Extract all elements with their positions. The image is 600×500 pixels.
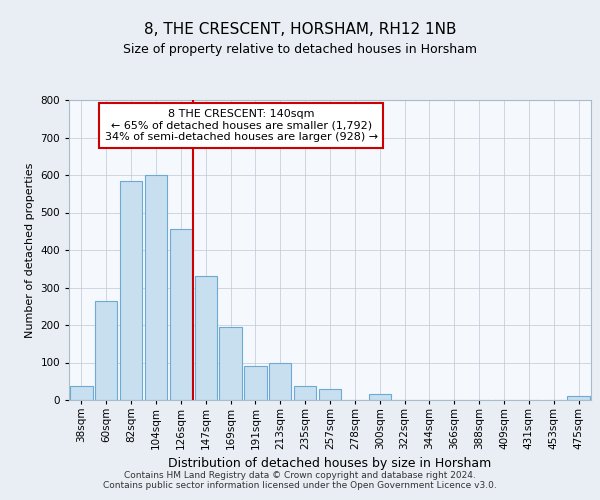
Bar <box>170 230 192 400</box>
Bar <box>95 300 118 400</box>
Text: 8, THE CRESCENT, HORSHAM, RH12 1NB: 8, THE CRESCENT, HORSHAM, RH12 1NB <box>144 22 456 38</box>
Bar <box>269 362 292 400</box>
Bar <box>368 394 391 400</box>
Bar <box>70 386 92 400</box>
Bar <box>194 276 217 400</box>
Y-axis label: Number of detached properties: Number of detached properties <box>25 162 35 338</box>
Bar <box>568 396 590 400</box>
Bar <box>294 386 316 400</box>
Bar <box>120 180 142 400</box>
Text: 8 THE CRESCENT: 140sqm
← 65% of detached houses are smaller (1,792)
34% of semi-: 8 THE CRESCENT: 140sqm ← 65% of detached… <box>104 109 378 142</box>
Bar <box>319 389 341 400</box>
X-axis label: Distribution of detached houses by size in Horsham: Distribution of detached houses by size … <box>169 458 491 470</box>
Bar <box>244 366 266 400</box>
Bar <box>220 327 242 400</box>
Text: Contains HM Land Registry data © Crown copyright and database right 2024.
Contai: Contains HM Land Registry data © Crown c… <box>103 470 497 490</box>
Bar <box>145 175 167 400</box>
Text: Size of property relative to detached houses in Horsham: Size of property relative to detached ho… <box>123 42 477 56</box>
